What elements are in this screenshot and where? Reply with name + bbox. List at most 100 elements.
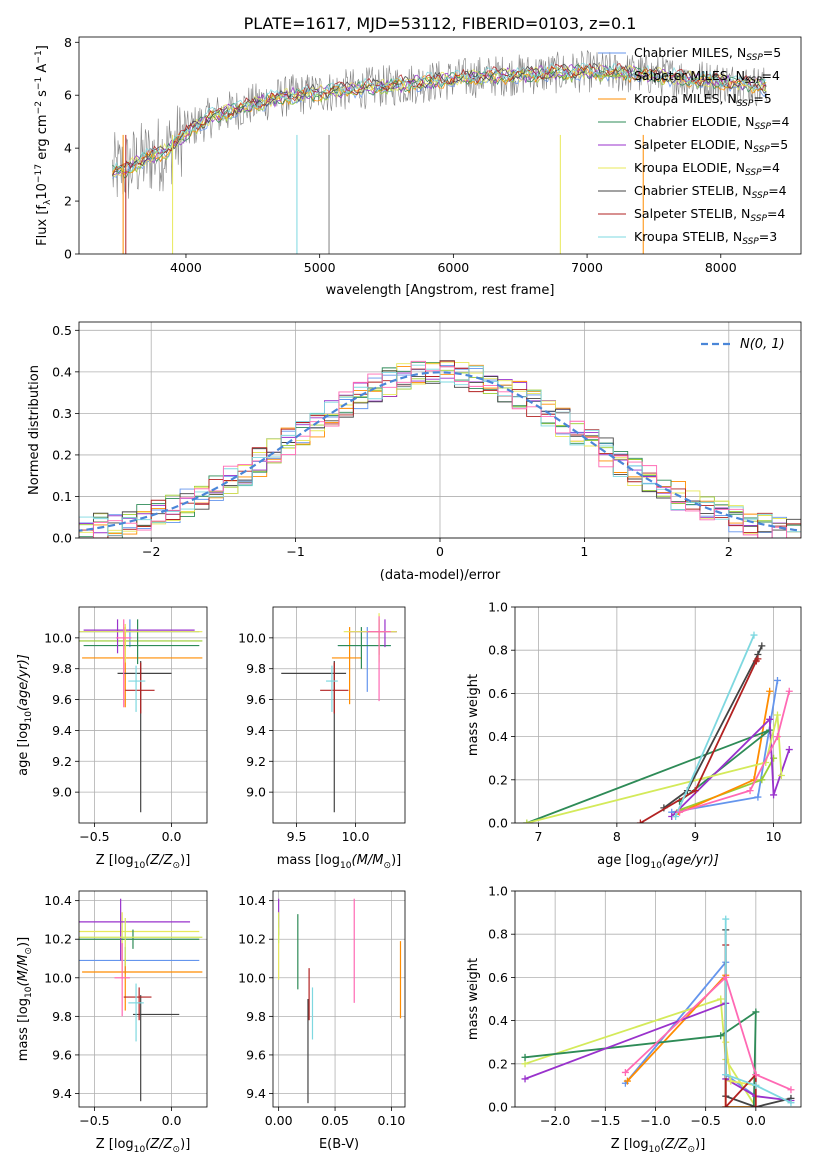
- y-tick-label: 9.4: [246, 1086, 266, 1101]
- model-spectrum: [112, 62, 767, 173]
- y-tick-label: 9.4: [246, 723, 266, 738]
- y-axis-label-part: A: [35, 64, 50, 77]
- y-axis-label-part: −1: [34, 77, 44, 90]
- residual-histogram: [79, 369, 801, 538]
- errorbar-point: [367, 616, 391, 702]
- weight-marker: [785, 746, 793, 754]
- weight-marker: [777, 771, 785, 779]
- x-tick-label: −0.5: [79, 1113, 109, 1128]
- weight-marker: [758, 776, 766, 784]
- plot-frame: [272, 890, 406, 1108]
- x-axis-label-part: )]: [180, 853, 190, 868]
- y-axis-label-part: −1: [34, 50, 44, 63]
- legend-entry-tail: =4: [767, 206, 785, 221]
- errorbar-point: [337, 627, 391, 669]
- observed-spectrum: [112, 49, 768, 199]
- weight-series-line: [526, 729, 771, 823]
- errorbar-point: [125, 662, 155, 714]
- y-tick-label: 9.6: [52, 1047, 72, 1062]
- y-tick-label: 0: [64, 247, 72, 262]
- y-tick-label: 10.0: [44, 970, 72, 985]
- y-tick-label: 0.2: [488, 772, 508, 787]
- panel-mass-vs-ebv: 0.00 0.05 0.10 9.4 9.6 9.8 10.0 10.2 10.4 E(B-V): [238, 890, 406, 1152]
- panel-spectrum: 4000 5000 6000 7000 8000 0 2 4 6 8 wavelength [Ang…: [34, 35, 802, 298]
- y-axis-label-part: 10: [24, 711, 34, 723]
- y-axis-label-part: −17: [34, 164, 44, 183]
- y-tick-label: 9.2: [52, 754, 72, 769]
- x-axis-label-part: ⊙: [688, 1145, 696, 1155]
- y-tick-label: 8: [64, 35, 72, 50]
- errorbar-point: [320, 662, 349, 714]
- x-axis-label: wavelength [Angstrom, rest frame]: [326, 283, 555, 298]
- weight-marker: [672, 813, 680, 821]
- y-axis-label-part: 10: [24, 986, 34, 998]
- errorbar-point: [82, 627, 203, 708]
- x-tick-label: 4000: [170, 260, 202, 275]
- weight-marker: [717, 995, 725, 1003]
- plot-frame: [514, 606, 802, 824]
- y-axis-label-part: ]: [35, 45, 50, 50]
- legend-entry: Chabrier ELODIE, NSSP=4: [634, 114, 789, 132]
- y-tick-label: 0.8: [488, 643, 508, 658]
- x-axis-label-part: 10: [650, 861, 662, 871]
- weight-series-line: [626, 972, 756, 1107]
- weight-marker: [787, 1099, 795, 1107]
- y-tick-label: 0.0: [52, 531, 72, 546]
- legend-entry-base: Chabrier ELODIE, N: [634, 114, 754, 129]
- x-tick-label: 0.0: [746, 1113, 766, 1128]
- x-axis-label-part: Z [log: [96, 1137, 134, 1152]
- y-tick-label: 0.4: [52, 364, 72, 379]
- errorbar-point: [132, 995, 180, 1102]
- weight-marker: [636, 819, 644, 823]
- errorbar-point: [79, 623, 203, 663]
- x-tick-label: 10.0: [342, 829, 370, 844]
- weight-marker: [676, 808, 684, 816]
- y-tick-label: 10.4: [238, 893, 266, 908]
- weight-marker: [717, 1032, 725, 1040]
- errorbar-point: [367, 619, 397, 655]
- legend-entry: Chabrier MILES, NSSP=5: [634, 45, 781, 63]
- y-tick-label: 9.2: [246, 754, 266, 769]
- spectrum-lines: [112, 49, 768, 254]
- legend-entry-base: Kroupa STELIB, N: [634, 229, 742, 244]
- x-tick-label: −0.5: [79, 829, 109, 844]
- x-tick-label: −1: [286, 544, 304, 559]
- legend-entry-tail: =5: [753, 91, 771, 106]
- y-axis-label-part: Flux [f: [35, 205, 50, 246]
- y-tick-label: 9.8: [246, 661, 266, 676]
- y-tick-label: 9.8: [52, 661, 72, 676]
- weight-marker: [787, 1086, 795, 1094]
- x-tick-label: 6000: [437, 260, 469, 275]
- y-tick-label: 9.4: [52, 723, 72, 738]
- errorbar-point: [79, 929, 200, 949]
- x-tick-label: 0.0: [162, 829, 182, 844]
- x-axis-label-part: (age/yr)]: [662, 853, 719, 868]
- y-axis-label: mass weight: [466, 958, 481, 1040]
- errorbar-point: [79, 619, 200, 648]
- weight-series-line: [679, 690, 791, 814]
- legend-entry-sub: SSP: [754, 122, 771, 132]
- legend-entry-tail: =5: [763, 45, 781, 60]
- x-axis-label: Z [log10​(Z/Z⊙​)]: [96, 853, 191, 871]
- x-tick-label: −0.5: [690, 1113, 720, 1128]
- x-axis-label-part: )]: [391, 853, 401, 868]
- legend-entry-sub: SSP: [752, 191, 769, 201]
- y-tick-label: 9.6: [52, 692, 72, 707]
- legend-entry-base: Chabrier MILES, N: [634, 45, 746, 60]
- weight-marker: [750, 631, 758, 639]
- x-tick-label: 7: [535, 829, 543, 844]
- weight-lines: [523, 631, 793, 823]
- normal-reference-curve: [79, 371, 801, 532]
- x-axis-label-part: ⊙: [173, 1145, 181, 1155]
- weight-marker: [770, 791, 778, 799]
- legend-entry-tail: =3: [759, 229, 777, 244]
- plot-frame: [514, 890, 802, 1108]
- x-tick-label: 7000: [571, 260, 603, 275]
- errorbar-point: [82, 958, 203, 1011]
- y-tick-label: 10.4: [44, 893, 72, 908]
- weight-series-line: [674, 634, 755, 817]
- y-axis-label: Normed distribution: [27, 365, 42, 495]
- errorbar-group: [79, 898, 203, 1102]
- panel-massweight-vs-age: 7 8 9 10 0.0 0.2 0.4 0.6 0.8 1.0 age [log10​(age/y…: [466, 600, 802, 871]
